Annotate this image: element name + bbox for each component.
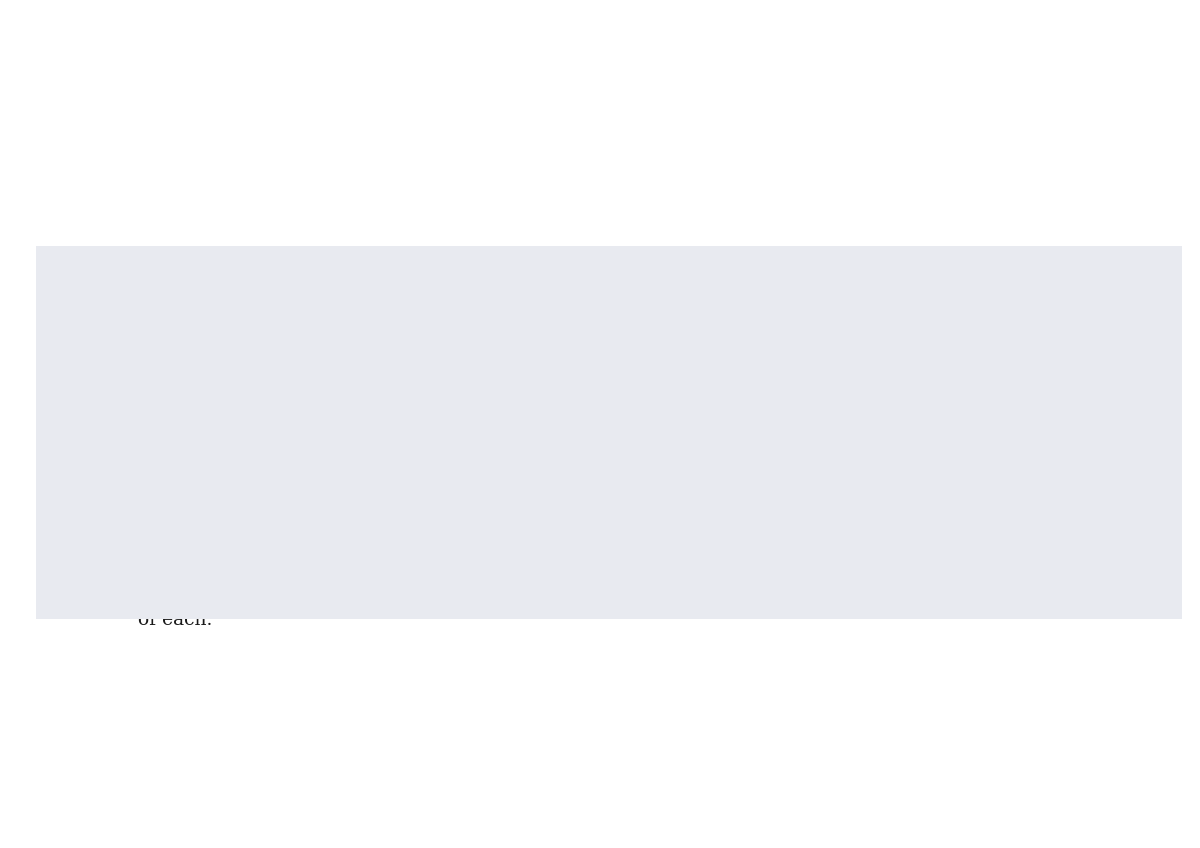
- Text: of each.: of each.: [138, 611, 212, 628]
- Text: 5.: 5.: [66, 564, 88, 584]
- Text: Find the maximum and minimum values of  $y = 3 + 12x + 3x^2 - 2x^3$.  State whic: Find the maximum and minimum values of $…: [138, 441, 1040, 466]
- Text: and which are minimum.: and which are minimum.: [138, 488, 373, 505]
- Text: 3.: 3.: [66, 318, 88, 338]
- Text: Find the positions and nature of any turning points on the curve   $y = \dfrac{8: Find the positions and nature of any tur…: [138, 318, 973, 356]
- Text: Find the maximum and minimum values of  $y = 2x^3 - 3x^2 - 12x + 4$,  clearly in: Find the maximum and minimum values of $…: [138, 564, 1062, 589]
- Text: 4.: 4.: [66, 441, 88, 461]
